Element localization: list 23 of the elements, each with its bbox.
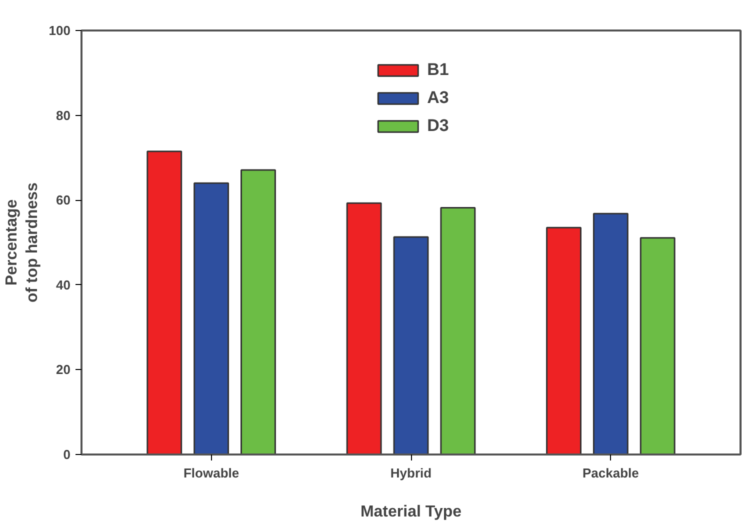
legend-label: D3 (427, 116, 449, 136)
y-tick-label: 60 (56, 192, 71, 208)
y-axis-title: Percentage of top hardness (3, 182, 41, 303)
bar (640, 237, 676, 454)
bar (546, 226, 582, 454)
y-tick-label: 40 (56, 277, 71, 292)
y-tick-label: 0 (63, 447, 71, 462)
bar (194, 182, 230, 454)
bar (592, 212, 628, 454)
y-tick-label: 80 (56, 108, 71, 123)
x-axis-title: Material Type (360, 504, 462, 520)
bar (346, 202, 382, 454)
bar (440, 206, 476, 454)
x-tick-label: Flowable (183, 466, 240, 480)
x-tick-label: Packable (582, 466, 639, 480)
bar (146, 150, 182, 454)
y-tick-label: 20 (56, 362, 71, 378)
x-tick-label: Hybrid (390, 466, 432, 480)
legend-label: A3 (427, 88, 449, 108)
bar (240, 169, 276, 454)
y-tick-label: 100 (48, 23, 71, 38)
legend-label: B1 (427, 60, 449, 80)
bar (393, 236, 429, 454)
